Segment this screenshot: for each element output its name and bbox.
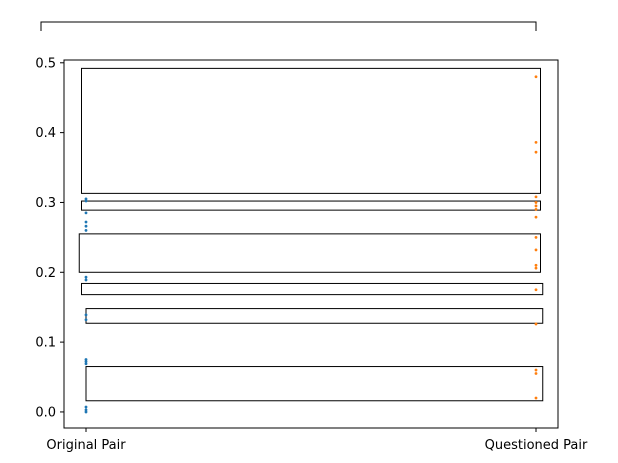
data-point xyxy=(84,358,88,361)
data-point xyxy=(84,199,88,203)
range-box xyxy=(85,308,544,324)
data-point xyxy=(84,224,88,228)
data-point xyxy=(534,263,538,267)
top-bracket xyxy=(40,21,537,31)
data-point xyxy=(84,211,88,215)
range-box xyxy=(81,200,541,211)
point-layer xyxy=(84,75,538,414)
data-point xyxy=(84,408,88,412)
x-tick-label: Questioned Pair xyxy=(485,438,588,453)
data-point xyxy=(84,410,88,414)
data-point xyxy=(84,313,88,317)
y-tick-label: 0.5 xyxy=(35,56,56,71)
range-box xyxy=(81,282,544,296)
data-point xyxy=(534,195,538,199)
data-point xyxy=(534,201,538,204)
data-point xyxy=(534,372,538,375)
data-point xyxy=(84,318,88,322)
data-point xyxy=(84,405,88,409)
data-point xyxy=(84,197,88,201)
data-point xyxy=(534,140,538,144)
data-point xyxy=(534,322,538,326)
data-point xyxy=(534,396,538,400)
data-point xyxy=(534,215,538,219)
range-box xyxy=(78,233,541,273)
data-point xyxy=(84,228,88,232)
y-tick-label: 0.2 xyxy=(35,266,56,281)
data-point xyxy=(84,362,88,366)
data-point xyxy=(84,360,88,364)
data-point xyxy=(534,266,538,270)
data-point xyxy=(84,275,88,279)
range-box xyxy=(81,67,541,194)
y-tick-label: 0.1 xyxy=(35,336,56,351)
box-layer xyxy=(78,67,544,402)
plot-area-frame xyxy=(63,59,559,429)
data-point xyxy=(534,248,538,252)
x-tick-label: Original Pair xyxy=(46,438,126,453)
x-axis: Original Pair Questioned Pair xyxy=(46,428,588,453)
data-point xyxy=(534,204,538,208)
top-bracket-line xyxy=(40,21,537,31)
data-point xyxy=(84,220,88,224)
data-point xyxy=(534,288,538,292)
range-box xyxy=(85,366,544,402)
y-tick-label: 0.4 xyxy=(35,126,56,141)
y-tick-label: 0.3 xyxy=(35,196,56,211)
data-point xyxy=(534,208,538,211)
data-point xyxy=(534,235,538,239)
y-tick-label: 0.0 xyxy=(35,405,56,420)
data-point xyxy=(84,278,88,282)
data-point xyxy=(534,368,538,372)
data-point xyxy=(534,150,538,154)
data-point xyxy=(534,75,538,79)
y-axis: 0.0 0.1 0.2 0.3 0.4 0.5 xyxy=(35,56,64,420)
